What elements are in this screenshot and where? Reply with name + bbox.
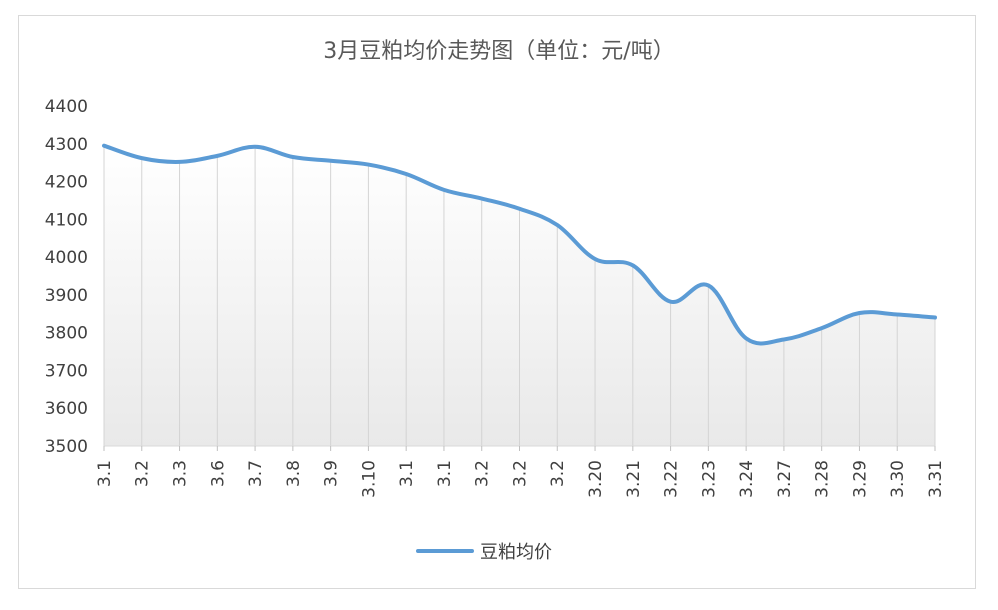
x-tick-label: 3.9: [322, 460, 342, 487]
x-tick-label: 3.1: [397, 460, 417, 487]
y-tick-label: 3800: [45, 324, 88, 344]
x-tick-label: 3.27: [775, 460, 795, 498]
series-lines: [102, 143, 937, 346]
x-tick-label: 3.28: [813, 460, 833, 498]
legend: 豆粕均价: [416, 542, 552, 563]
x-tick-label: 3.2: [510, 460, 530, 487]
y-tick-label: 4400: [45, 97, 88, 117]
y-tick-label: 4200: [45, 173, 88, 193]
y-tick-label: 4300: [45, 135, 88, 155]
y-tick-label: 3500: [45, 437, 88, 457]
y-axis: 3500 3600 3700 3800 3900 4000 4100 4200 4300 4400: [45, 97, 88, 457]
x-tick-label: 3.20: [586, 460, 606, 498]
x-tick-label: 3.10: [359, 460, 379, 498]
grid-lines: [103, 145, 936, 447]
y-tick-label: 3700: [45, 361, 88, 381]
x-tick-label: 3.2: [133, 460, 153, 487]
x-tick-label: 3.1: [435, 460, 455, 487]
x-tick-label: 3.22: [662, 460, 682, 498]
x-tick-label: 3.3: [170, 460, 190, 487]
x-tick-label: 3.6: [208, 460, 228, 487]
x-tick-label: 3.21: [624, 460, 644, 498]
y-tick-label: 4000: [45, 248, 88, 268]
x-tick-label: 3.23: [699, 460, 719, 498]
x-tick-label: 3.1: [95, 460, 115, 487]
x-tick-label: 3.7: [246, 460, 266, 487]
x-tick-label: 3.2: [473, 460, 493, 487]
x-tick-label: 3.31: [926, 460, 946, 498]
chart-title: 3月豆粕均价走势图（单位：元/吨）: [323, 39, 674, 64]
x-tick-label: 3.24: [737, 460, 757, 498]
legend-label: 豆粕均价: [480, 542, 552, 563]
y-tick-label: 3600: [45, 399, 88, 419]
x-tick-label: 3.30: [888, 460, 908, 498]
x-tick-label: 3.8: [284, 460, 304, 487]
series-line: [102, 143, 937, 346]
y-tick-label: 3900: [45, 286, 88, 306]
x-tick-label: 3.29: [850, 460, 870, 498]
x-axis: 3.1 3.2 3.3 3.6 3.7 3.8 3.9 3.10 3.1 3.1 3.2 3.2 3.2…: [95, 446, 946, 498]
y-tick-label: 4100: [45, 210, 88, 230]
x-tick-label: 3.2: [548, 460, 568, 487]
